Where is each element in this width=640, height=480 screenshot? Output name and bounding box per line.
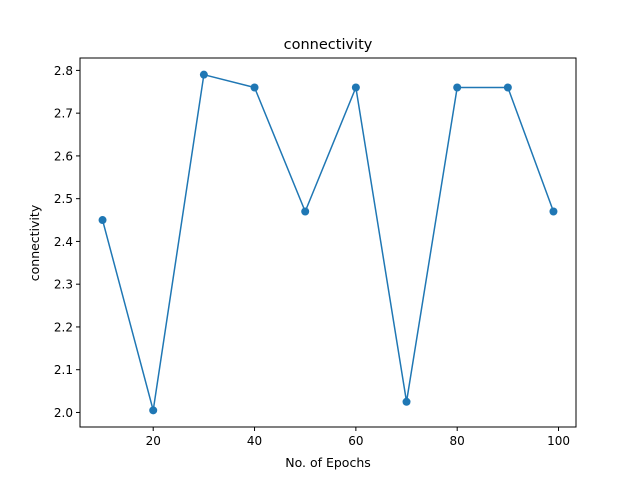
x-tick-label: 100	[547, 434, 570, 448]
y-tick-label: 2.4	[54, 235, 73, 249]
y-axis-label: connectivity	[27, 204, 42, 281]
x-tick-label: 80	[450, 434, 465, 448]
x-tick-label: 20	[146, 434, 161, 448]
x-tick-label: 40	[247, 434, 262, 448]
y-tick-label: 2.5	[54, 192, 73, 206]
x-axis-label: No. of Epochs	[285, 455, 371, 470]
chart-title: connectivity	[284, 37, 373, 53]
data-point	[351, 83, 360, 92]
series-group	[98, 70, 558, 415]
y-tick-label: 2.8	[54, 64, 73, 78]
data-point	[549, 207, 558, 216]
x-axis-ticks: 20 40 60 80 100	[146, 427, 570, 448]
data-point	[301, 207, 310, 216]
plot-frame	[79, 57, 577, 428]
data-point	[453, 83, 462, 92]
series-line	[101, 73, 555, 412]
plot-area	[79, 57, 577, 428]
y-axis-ticks: 2.0 2.1 2.2 2.3 2.4 2.5 2.6 2.7 2.8	[54, 64, 80, 420]
y-tick-label: 2.1	[54, 363, 73, 377]
y-tick-label: 2.2	[54, 320, 73, 334]
y-tick-label: 2.3	[54, 278, 73, 292]
data-point	[199, 70, 208, 79]
data-point	[98, 216, 107, 225]
y-tick-label: 2.6	[54, 149, 73, 163]
data-point	[402, 397, 411, 406]
data-point	[503, 83, 512, 92]
data-point	[149, 406, 158, 415]
data-point	[250, 83, 259, 92]
y-tick-label: 2.0	[54, 406, 73, 420]
y-tick-label: 2.7	[54, 107, 73, 121]
x-tick-label: 60	[348, 434, 363, 448]
